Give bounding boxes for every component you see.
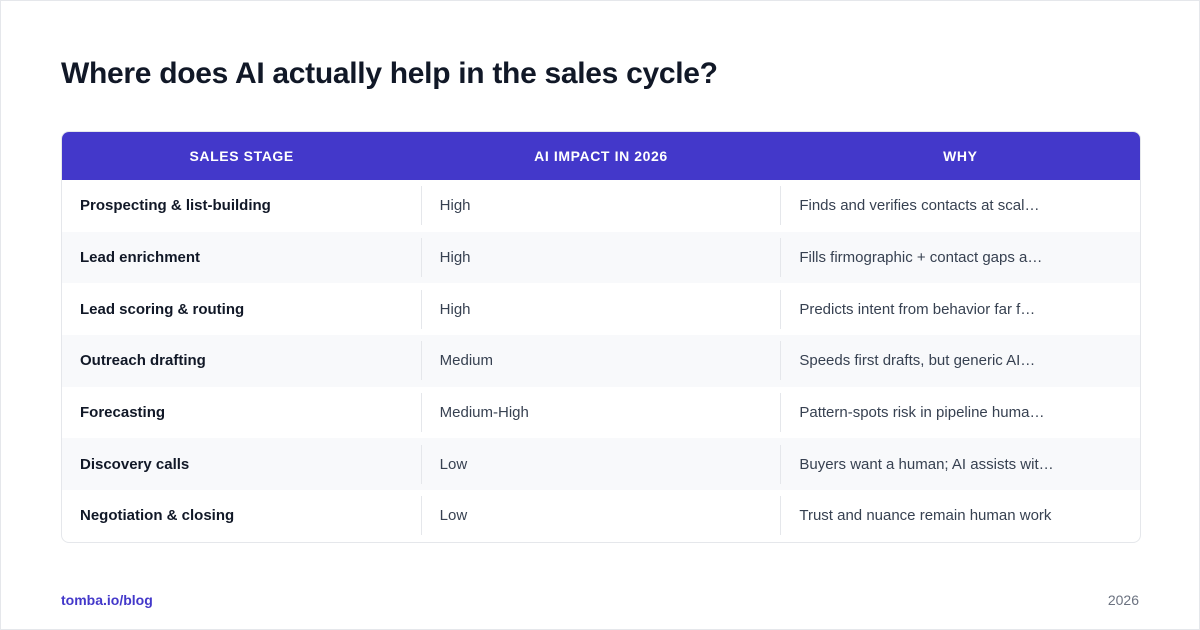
impact-cell: Low <box>420 444 781 484</box>
stage-cell: Prospecting & list-building <box>80 197 271 215</box>
stage-cell: Lead scoring & routing <box>80 300 245 318</box>
column-header-sales-stage: SALES STAGE <box>189 148 294 164</box>
impact-table: SALES STAGE AI IMPACT IN 2026 WHY Prospe… <box>61 131 1141 543</box>
impact-cell: Medium <box>420 341 781 381</box>
table-row: Prospecting & list-building High Finds a… <box>62 180 1140 232</box>
table-row: Outreach drafting Medium Speeds first dr… <box>62 335 1140 387</box>
impact-cell: Medium-High <box>420 393 781 433</box>
stage-cell: Forecasting <box>80 404 166 422</box>
table-row: Lead enrichment High Fills firmographic … <box>62 231 1140 284</box>
table-row: Discovery calls Low Buyers want a human;… <box>62 438 1140 491</box>
impact-cell: High <box>420 186 781 226</box>
stage-cell: Lead enrichment <box>80 249 201 267</box>
blog-link[interactable]: tomba.io/blog <box>61 592 153 608</box>
impact-cell: Low <box>420 496 781 536</box>
footer-year: 2026 <box>1107 592 1139 608</box>
why-cell: Predicts intent from behavior far f… <box>780 289 1140 329</box>
why-cell: Buyers want a human; AI assists wit… <box>780 444 1140 484</box>
page-title: Where does AI actually help in the sales… <box>61 57 718 90</box>
column-header-why: WHY <box>943 148 978 164</box>
impact-cell: High <box>420 289 781 329</box>
column-header-ai-impact: AI IMPACT IN 2026 <box>534 148 668 164</box>
why-cell: Trust and nuance remain human work <box>780 496 1140 536</box>
table-row: Forecasting Medium-High Pattern-spots ri… <box>62 387 1140 439</box>
table-header: SALES STAGE AI IMPACT IN 2026 WHY <box>62 132 1140 180</box>
stage-cell: Outreach drafting <box>80 352 206 370</box>
impact-cell: High <box>420 238 781 278</box>
table-row: Lead scoring & routing High Predicts int… <box>62 283 1140 335</box>
table-row: Negotiation & closing Low Trust and nuan… <box>62 490 1140 542</box>
why-cell: Pattern-spots risk in pipeline huma… <box>780 393 1140 433</box>
stage-cell: Negotiation & closing <box>80 507 235 525</box>
why-cell: Speeds first drafts, but generic AI… <box>780 341 1140 381</box>
why-cell: Fills firmographic + contact gaps a… <box>780 238 1140 278</box>
why-cell: Finds and verifies contacts at scal… <box>780 186 1140 226</box>
stage-cell: Discovery calls <box>80 455 190 473</box>
